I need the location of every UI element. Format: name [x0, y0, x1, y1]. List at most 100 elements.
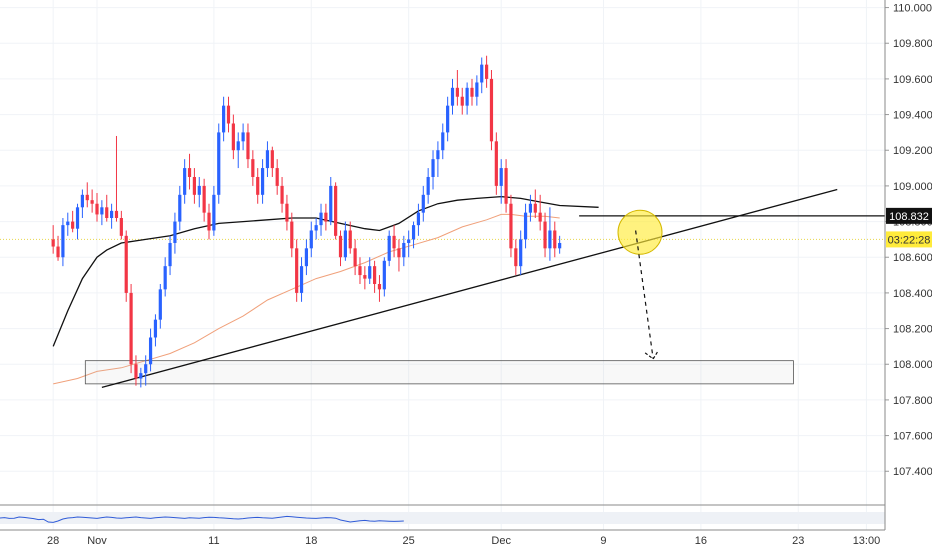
candle-bearish	[397, 248, 401, 258]
candle-bearish	[504, 168, 508, 204]
candle-bullish	[528, 203, 533, 213]
oscillator-line	[0, 515, 404, 523]
price-tick-label: 109.400	[893, 110, 932, 122]
price-tick-label: 108.400	[893, 288, 932, 300]
candle-bearish	[202, 185, 206, 213]
candle-bullish	[260, 168, 265, 195]
candle-bullish	[402, 242, 406, 258]
price-tag-label: 108.832	[889, 211, 929, 223]
candle-bearish	[71, 221, 75, 229]
candle-bullish	[319, 212, 323, 226]
price-tag	[886, 207, 932, 224]
price-tick-label: 109.200	[893, 145, 932, 157]
price-tick-label: 108.600	[893, 252, 932, 264]
candle-bullish	[314, 225, 318, 231]
candle-bearish	[105, 207, 109, 219]
candle-bullish	[66, 221, 70, 226]
candle-bullish	[329, 185, 333, 222]
candle-bullish	[75, 207, 80, 229]
candle-bullish	[407, 239, 411, 243]
candle-bearish	[231, 123, 235, 151]
price-tick-label: 107.800	[893, 395, 932, 407]
candle-bullish	[431, 159, 435, 177]
price-tick-label: 109.800	[893, 38, 932, 50]
oscillator-pane	[0, 504, 885, 524]
candle-bearish	[56, 246, 60, 258]
candle-bullish	[465, 87, 469, 106]
candle-bearish	[460, 96, 464, 106]
candle-bearish	[90, 200, 94, 204]
candle-bearish	[275, 168, 279, 186]
grid-lines	[0, 0, 885, 530]
time-tick-label: Nov	[87, 535, 107, 547]
candle-bullish	[148, 337, 153, 365]
candle-bearish	[455, 87, 459, 97]
candle-bullish	[436, 150, 440, 160]
candle-bullish	[382, 260, 386, 290]
price-axis[interactable]: 110.000 109.800 109.600 109.400 109.200 109.0…	[884, 0, 932, 530]
time-tick-label: 9	[600, 535, 606, 547]
candle-bearish	[207, 212, 211, 231]
candle-bullish	[304, 248, 309, 267]
candle-bearish	[290, 221, 294, 249]
candle-bearish	[280, 185, 284, 204]
candle-bullish	[426, 176, 430, 195]
candle-bullish	[523, 212, 528, 240]
price-tick-label: 107.600	[893, 431, 932, 443]
time-tick-label: 28	[47, 535, 59, 547]
candle-bearish	[85, 194, 89, 201]
candle-bearish	[270, 150, 274, 169]
time-tick-label: 18	[305, 535, 317, 547]
candle-bullish	[446, 105, 450, 133]
candle-bullish	[212, 194, 216, 231]
time-tick-label: Dec	[491, 535, 511, 547]
candle-bearish	[470, 87, 474, 97]
candle-bullish	[61, 225, 65, 258]
candle-bullish	[178, 194, 182, 222]
candle-bearish	[192, 176, 196, 195]
candle-bullish	[368, 266, 372, 279]
candle-bearish	[543, 221, 547, 249]
time-tick-label: 13:00	[853, 535, 881, 547]
candle-bearish	[372, 266, 377, 284]
candle-bearish	[134, 364, 138, 379]
candle-bearish	[51, 239, 55, 247]
candle-bullish	[343, 230, 347, 258]
candle-bullish	[441, 132, 445, 151]
candle-bullish	[173, 221, 177, 243]
candle-bullish	[411, 225, 416, 240]
candle-bearish	[392, 235, 396, 249]
time-tick-label: 25	[403, 535, 415, 547]
candle-bullish	[168, 242, 172, 267]
ascending-trendline	[101, 188, 838, 389]
candle-bearish	[256, 176, 260, 195]
projection-arrow-head	[644, 350, 659, 360]
candle-bullish	[197, 185, 201, 195]
candle-bullish	[110, 210, 114, 219]
time-axis[interactable]: 28 Nov 11 18 25 Dec 9 16 23 13:00	[0, 529, 885, 547]
candle-bearish	[509, 203, 513, 249]
candle-bearish	[485, 64, 489, 79]
candle-bullish	[158, 289, 162, 320]
chart-drawings	[84, 188, 885, 389]
price-tag	[886, 231, 932, 248]
oscillator-band	[0, 512, 885, 524]
candle-bullish	[265, 150, 270, 169]
candle-bullish	[299, 266, 304, 293]
candle-bearish	[124, 235, 128, 293]
projection-arrow-line	[635, 230, 654, 359]
candle-bullish	[450, 87, 455, 106]
candle-bearish	[95, 203, 99, 215]
price-tick-label: 108.200	[893, 324, 932, 336]
candle-bullish	[139, 373, 143, 379]
time-tick-label: 11	[208, 535, 219, 547]
price-tick-label: 109.000	[893, 181, 932, 193]
support-zone-rect	[84, 360, 794, 385]
candle-bearish	[226, 105, 231, 124]
moving-average-long	[52, 195, 599, 347]
candle-bearish	[285, 203, 289, 222]
candle-bearish	[251, 159, 255, 177]
candle-bearish	[187, 168, 192, 177]
candle-bearish	[538, 212, 542, 222]
